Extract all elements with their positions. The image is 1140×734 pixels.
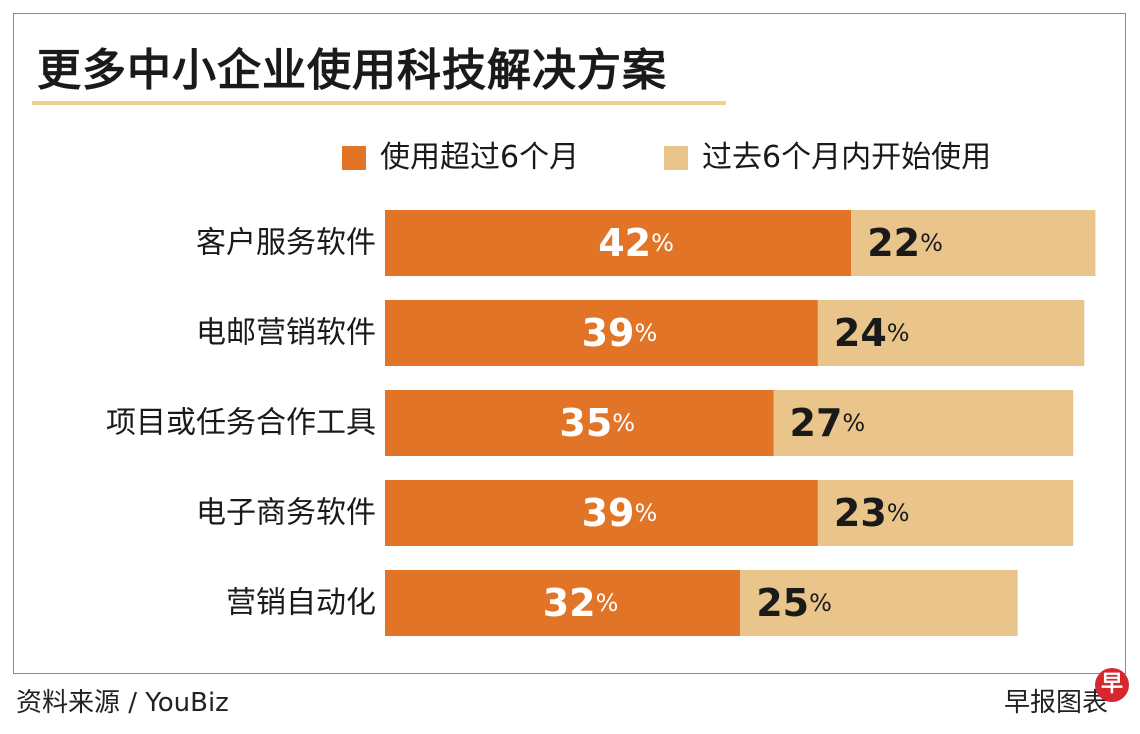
value-label: 39% xyxy=(582,311,658,355)
bar-segment-past-6-months xyxy=(851,210,1096,276)
category-label: 客户服务软件 xyxy=(196,226,376,261)
value-label: 39% xyxy=(582,491,658,535)
chart-credit: 早报图表 xyxy=(1004,688,1109,718)
legend-label-past-6-months: 过去6个月内开始使用 xyxy=(702,140,992,175)
value-label: 23% xyxy=(834,491,910,535)
legend-swatch-past-6-months xyxy=(664,146,688,170)
bar-segment-over-6-months xyxy=(385,390,774,456)
zaobao-logo-icon: 早 xyxy=(1095,668,1129,702)
category-label: 营销自动化 xyxy=(226,586,376,621)
value-label: 22% xyxy=(867,221,943,265)
bar-segment-over-6-months xyxy=(385,480,818,546)
bar-segment-past-6-months xyxy=(817,480,1074,546)
bar-segment-past-6-months xyxy=(773,390,1074,456)
bar-segment-over-6-months xyxy=(385,300,818,366)
value-label: 25% xyxy=(756,581,832,625)
value-label: 24% xyxy=(834,311,910,355)
category-label: 电子商务软件 xyxy=(196,496,376,531)
category-label: 项目或任务合作工具 xyxy=(106,406,376,441)
value-label: 27% xyxy=(790,401,866,445)
legend-label-over-6-months: 使用超过6个月 xyxy=(380,140,580,175)
bar-segment-over-6-months xyxy=(385,210,852,276)
category-label: 电邮营销软件 xyxy=(196,316,376,351)
value-label: 32% xyxy=(543,581,619,625)
bar-segment-over-6-months xyxy=(385,570,741,636)
bar-segment-past-6-months xyxy=(817,300,1085,366)
value-label: 42% xyxy=(598,221,674,265)
chart-title: 更多中小企业使用科技解决方案 xyxy=(37,45,667,96)
title-underline xyxy=(32,101,726,105)
source-note: 资料来源 / YouBiz xyxy=(16,688,229,718)
legend-swatch-over-6-months xyxy=(342,146,366,170)
value-label: 35% xyxy=(559,401,635,445)
bar-segment-past-6-months xyxy=(740,570,1018,636)
